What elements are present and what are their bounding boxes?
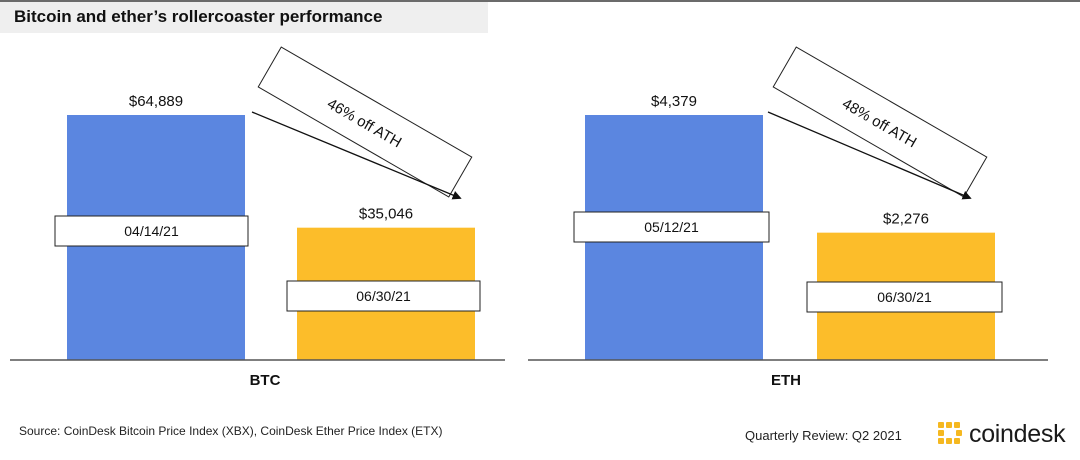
- logo-square-4: [938, 429, 944, 436]
- btc-value-label-1: $64,889: [129, 93, 183, 110]
- eth-annotation-box: [772, 46, 988, 198]
- logo-square-1: [938, 421, 944, 428]
- btc-date-label-1: 04/14/21: [124, 223, 179, 239]
- logo-square-5: [938, 437, 944, 444]
- logo-square-8: [956, 429, 962, 436]
- logo-square-2: [946, 421, 952, 428]
- btc-value-label-2: $35,046: [359, 206, 413, 223]
- coindesk-mark-icon: [938, 421, 962, 444]
- eth-value-label-2: $2,276: [883, 211, 929, 228]
- brand-name: coindesk: [969, 419, 1066, 448]
- logo-square-3: [954, 421, 960, 428]
- top-rule: [0, 0, 1080, 2]
- chart-title: Bitcoin and ether’s rollercoaster perfor…: [0, 2, 488, 33]
- btc-annotation-box: [257, 46, 473, 198]
- eth-date-box-2: [806, 281, 1003, 313]
- logo-square-6: [946, 437, 952, 444]
- eth-date-label-1: 05/12/21: [644, 219, 699, 235]
- btc-date-box-2: [286, 280, 481, 312]
- eth-decline-arrow: [767, 111, 972, 200]
- logo-square-7: [954, 437, 960, 444]
- btc-date-label-2: 06/30/21: [356, 288, 411, 304]
- eth-category-label: ETH: [771, 372, 801, 389]
- eth-date-box-1: [573, 211, 770, 243]
- btc-category-label: BTC: [250, 372, 281, 389]
- eth-value-label-1: $4,379: [651, 93, 697, 110]
- quarterly-review-label: Quarterly Review: Q2 2021: [745, 428, 902, 443]
- btc-date-box-1: [54, 215, 249, 247]
- btc-decline-arrow: [251, 111, 462, 200]
- eth-date-label-2: 06/30/21: [877, 289, 932, 305]
- coindesk-logo: coindesk: [937, 418, 1066, 450]
- source-note: Source: CoinDesk Bitcoin Price Index (XB…: [19, 424, 443, 438]
